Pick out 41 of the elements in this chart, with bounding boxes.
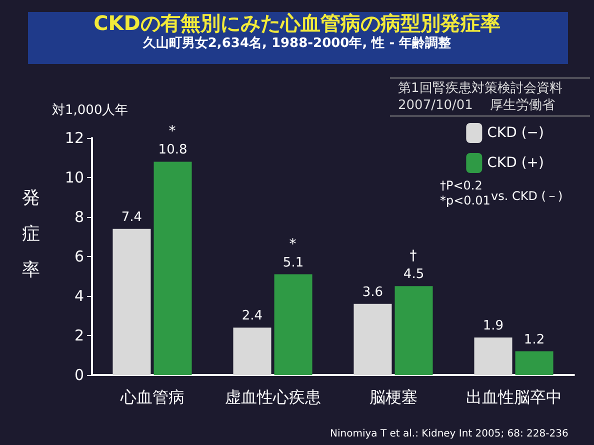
text: Ninomiya T et al.: Kidney Int 2005; 68: 228-236 [330, 428, 568, 440]
bar [274, 274, 312, 375]
y-tick-label: 8 [74, 208, 84, 226]
annotation: vs. CKD (－) [491, 189, 563, 203]
text: 対1,000人年 [52, 102, 128, 118]
x-tick-label: 心血管病 [119, 388, 184, 406]
data-label: 2.4 [242, 308, 263, 324]
y-tick-label: 10 [64, 168, 84, 186]
y-tick-label: 12 [64, 129, 84, 147]
data-label: 3.6 [362, 284, 384, 300]
chart-subtitle: 久山町男女2,634名, 1988-2000年, 性 - 年齢調整 [142, 35, 452, 51]
legend-label: CKD (−) [487, 125, 544, 141]
bar [233, 328, 272, 375]
data-label: 5.1 [282, 255, 304, 270]
y-tick-label: 2 [74, 326, 84, 344]
annotation: †P<0.2 *p<0.01 [440, 178, 490, 208]
y-tick-label: 0 [74, 366, 84, 384]
data-label: 7.4 [121, 210, 142, 225]
annotation: † [410, 248, 417, 264]
bar [474, 337, 512, 375]
annotation: * [289, 236, 296, 252]
annotation: * [168, 124, 176, 140]
data-label: 1.2 [524, 332, 545, 348]
bar [394, 286, 433, 375]
text: 2007/10/01 厚生労働省 [398, 98, 556, 113]
text: 第1回腎疾患対策検討会資料 [398, 80, 562, 96]
legend-label: CKD (+) [487, 155, 544, 171]
y-axis-title: 発症率 [22, 188, 40, 280]
data-label: 1.9 [482, 318, 504, 334]
bar [154, 162, 192, 375]
data-label: 10.8 [158, 142, 188, 158]
y-tick-label: 6 [74, 248, 84, 266]
x-tick-label: 出血性脳卒中 [466, 388, 562, 406]
bar [112, 228, 151, 375]
x-tick-label: 虚血性心疾患 [224, 388, 321, 406]
bar [515, 351, 554, 375]
chart-title: CKDの有無別にみた心血管病の病型別発症率 [94, 11, 500, 35]
data-label: 4.5 [403, 267, 424, 282]
y-tick-label: 4 [74, 287, 84, 305]
x-tick-label: 脳梗塞 [369, 388, 418, 406]
bar [354, 304, 392, 375]
